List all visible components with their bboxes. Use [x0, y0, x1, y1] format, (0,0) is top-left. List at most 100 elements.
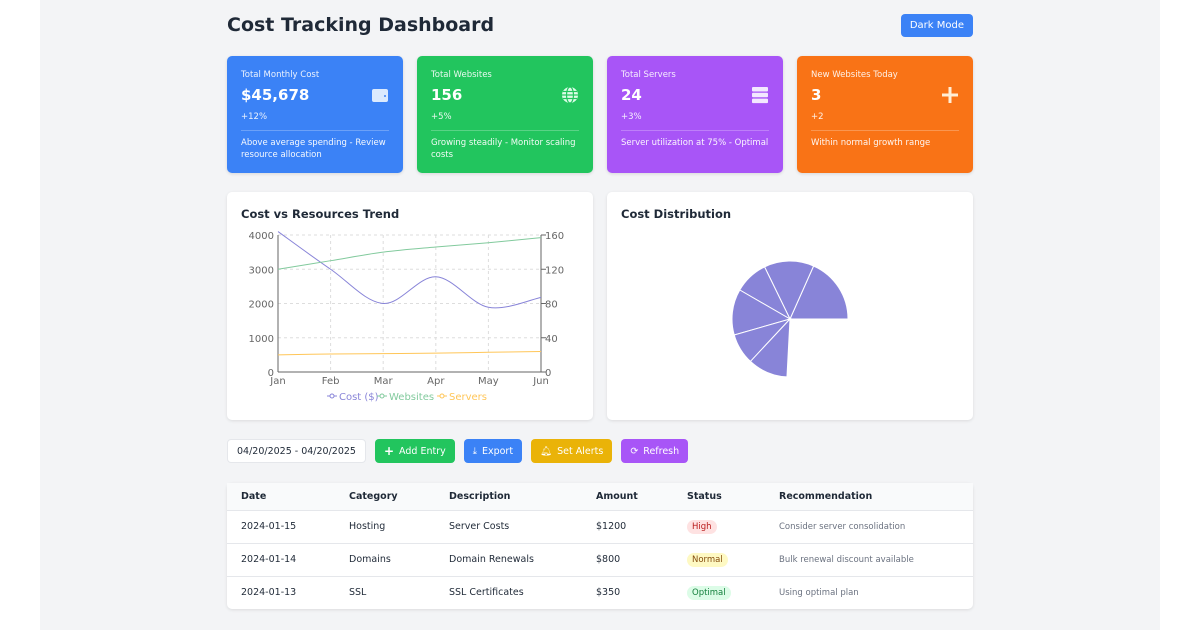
card-value: $45,678 [241, 86, 310, 104]
cell-description: Server Costs [435, 509, 582, 543]
card-value: 3 [811, 86, 822, 104]
wallet-icon [372, 89, 388, 102]
cell-amount: $350 [582, 575, 673, 609]
add-entry-button[interactable]: + Add Entry [374, 439, 455, 463]
cell-text: Hosting [349, 521, 386, 532]
cell-recommendation: Consider server consolidation [765, 509, 973, 543]
set-alerts-button[interactable]: 🔔︎ Set Alerts [531, 439, 613, 463]
x-tick-label: Jun [532, 376, 549, 387]
cell-text: $350 [596, 587, 621, 599]
header-date: Date [227, 483, 335, 510]
header-recommendation: Recommendation [765, 483, 973, 510]
cell-text: 2024-01-14 [241, 554, 297, 565]
y-left-tick-label: 2000 [249, 300, 274, 311]
cost-distribution-pie [731, 260, 849, 378]
cell-text: $800 [596, 554, 621, 565]
date-range-picker[interactable]: 04/20/2025 - 04/20/2025 [227, 439, 366, 463]
card-total-servers: Total Servers 24 +3% Server utilization … [607, 56, 783, 173]
cell-text: SSL Certificates [449, 587, 524, 599]
y-right-tick-label: 80 [545, 300, 558, 311]
cell-text: Bulk renewal discount available [779, 555, 914, 565]
cell-text: SSL [349, 587, 367, 599]
cell-text: $1200 [596, 521, 627, 532]
cell-status: High [673, 509, 765, 543]
card-value: 156 [431, 86, 463, 104]
legend-marker-dot [329, 393, 335, 399]
card-label: Total Servers [621, 70, 676, 80]
cell-text: Domain Renewals [449, 554, 534, 565]
chart-title: Cost vs Resources Trend [241, 207, 400, 221]
refresh-icon: ⟳ [630, 445, 639, 457]
legend-label: Servers [449, 392, 487, 403]
y-left-tick-label: 4000 [249, 231, 274, 242]
globe-icon [562, 86, 578, 104]
x-tick-label: Apr [427, 376, 445, 387]
card-note: Server utilization at 75% - Optimal [621, 138, 769, 148]
dark-mode-button[interactable]: Dark Mode [900, 14, 973, 37]
page-title: Cost Tracking Dashboard [227, 14, 495, 36]
pie-slice[interactable] [789, 265, 849, 320]
cell-text: Server Costs [449, 521, 510, 532]
cell-category: Hosting [335, 509, 435, 543]
header-amount: Amount [582, 483, 673, 510]
status-badge: Optimal [687, 585, 731, 600]
y-right-tick-label: 120 [545, 265, 564, 276]
cell-amount: $1200 [582, 509, 673, 543]
card-note: Within normal growth range [811, 138, 931, 148]
series-line-websites [277, 237, 542, 270]
cell-category: SSL [335, 575, 435, 609]
legend-label: Cost ($) [339, 392, 379, 403]
card-change: +2 [811, 112, 824, 122]
status-badge: High [687, 519, 717, 534]
card-value: 24 [621, 86, 642, 104]
distribution-chart-panel: Cost Distribution [607, 192, 973, 420]
page-background: Cost Tracking Dashboard Dark Mode Total … [40, 0, 1160, 630]
cell-recommendation: Using optimal plan [765, 575, 973, 609]
header-category: Category [335, 483, 435, 510]
x-tick-label: Mar [374, 376, 394, 387]
status-badge: Normal [687, 552, 728, 567]
divider [241, 130, 389, 131]
divider [811, 130, 959, 131]
cell-status: Normal [673, 542, 765, 576]
cell-status: Optimal [673, 575, 765, 609]
x-tick-label: May [478, 376, 499, 387]
cell-description: Domain Renewals [435, 542, 582, 576]
pie-slice[interactable] [749, 317, 791, 378]
card-change: +12% [241, 112, 268, 122]
cell-date: 2024-01-13 [227, 575, 335, 609]
add-entry-label: Add Entry [399, 445, 446, 457]
plus-icon [942, 87, 958, 103]
card-change: +3% [621, 112, 642, 122]
cell-description: SSL Certificates [435, 575, 582, 609]
refresh-button[interactable]: ⟳ Refresh [621, 439, 689, 463]
refresh-label: Refresh [643, 445, 680, 457]
export-button[interactable]: ⤓ Export [463, 439, 523, 463]
table-row[interactable]: 2024-01-14 Domains Domain Renewals $800 Norm… [227, 542, 973, 576]
server-icon [752, 87, 768, 104]
cell-amount: $800 [582, 542, 673, 576]
table-row[interactable]: 2024-01-15 Hosting Server Costs $1200 High Co… [227, 509, 973, 543]
card-note: Growing steadily - Monitor scaling costs [431, 138, 576, 160]
export-label: Export [481, 445, 514, 457]
set-alerts-label: Set Alerts [557, 445, 604, 457]
y-right-tick-label: 40 [545, 334, 558, 345]
card-new-websites-today: New Websites Today 3 +2 Within normal gr… [797, 56, 973, 173]
series-line-servers [277, 350, 542, 356]
cell-text: 2024-01-13 [241, 587, 297, 599]
card-label: New Websites Today [811, 70, 898, 80]
cell-recommendation: Bulk renewal discount available [765, 542, 973, 576]
y-right-tick-label: 0 [545, 368, 551, 379]
cell-text: Consider server consolidation [779, 522, 906, 532]
trend-chart-panel: Cost vs Resources Trend 0 1000 2000 3000 400… [227, 192, 593, 420]
card-change: +5% [431, 112, 452, 122]
y-left-tick-label: 0 [268, 368, 274, 379]
download-icon: ⤓ [472, 445, 477, 457]
table-header-row: Date Category Description Amount Status … [227, 483, 973, 510]
chart-title: Cost Distribution [621, 207, 732, 221]
table-row[interactable]: 2024-01-13 SSL SSL Certificates $350 Optimal… [227, 575, 973, 609]
cell-date: 2024-01-15 [227, 509, 335, 543]
y-left-tick-label: 3000 [249, 265, 274, 276]
cost-table: Date Category Description Amount Status … [227, 483, 973, 609]
y-right-tick-label: 160 [545, 231, 564, 242]
